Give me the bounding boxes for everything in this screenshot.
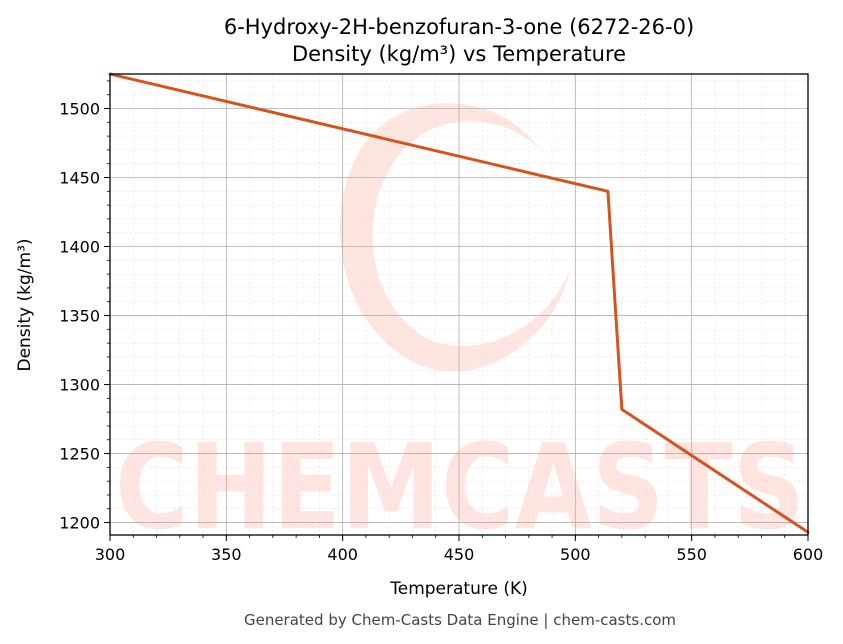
x-axis: 300 350 400 450 500 550 600 [95,535,824,564]
x-tick-label: 400 [327,545,358,564]
x-tick-label: 350 [211,545,242,564]
y-axis: 1200 1250 1300 1350 1400 1450 1500 [59,80,110,533]
y-tick-label: 1350 [59,307,100,326]
y-tick-label: 1500 [59,100,100,119]
y-axis-label: Density (kg/m³) [15,238,35,371]
x-tick-label: 500 [560,545,591,564]
y-tick-label: 1250 [59,445,100,464]
y-tick-label: 1300 [59,376,100,395]
y-tick-label: 1200 [59,514,100,533]
x-tick-label: 550 [676,545,707,564]
y-tick-label: 1450 [59,169,100,188]
major-grid [109,74,809,535]
x-tick-label: 300 [95,545,126,564]
chemcasts-watermark: CHEMCASTS [115,103,805,556]
chart-title: 6-Hydroxy-2H-benzofuran-3-one (6272-26-0… [224,15,694,39]
x-axis-label: Temperature (K) [389,579,528,599]
series-layer [108,72,810,534]
watermark-text: CHEMCASTS [115,418,805,556]
watermark-logo-swirl [340,103,570,372]
x-tick-label: 600 [793,545,824,564]
y-tick-label: 1400 [59,238,100,257]
chart-subtitle: Density (kg/m³) vs Temperature [292,42,626,66]
density-series-line-0 [108,72,810,534]
x-tick-label: 450 [444,545,475,564]
footer-credit: Generated by Chem-Casts Data Engine | ch… [244,611,676,629]
